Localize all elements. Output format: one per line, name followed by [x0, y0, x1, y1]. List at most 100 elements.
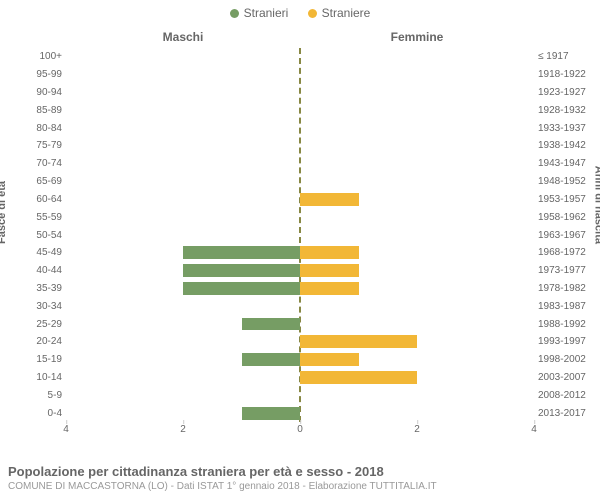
chart-container: Stranieri Straniere Maschi Femmine Fasce… [0, 0, 600, 500]
bar-row [66, 191, 534, 209]
bar-row [66, 280, 534, 298]
y-left-label: 100+ [6, 48, 62, 66]
bar-row [66, 155, 534, 173]
bar-row [66, 173, 534, 191]
bar-female [300, 193, 359, 206]
y-right-label: 1928-1932 [538, 101, 594, 119]
y-left-label: 15-19 [6, 351, 62, 369]
y-left-label: 0-4 [6, 404, 62, 422]
chart-title: Popolazione per cittadinanza straniera p… [8, 464, 592, 479]
bar-female [300, 371, 417, 384]
chart-subtitle: COMUNE DI MACCASTORNA (LO) - Dati ISTAT … [8, 481, 592, 492]
y-right-label: 1948-1952 [538, 173, 594, 191]
bar-row [66, 333, 534, 351]
x-tick: 2 [180, 424, 186, 435]
legend-swatch-male [230, 9, 239, 18]
y-left-label: 70-74 [6, 155, 62, 173]
legend-label: Straniere [322, 6, 371, 20]
column-header-left: Maschi [66, 30, 300, 48]
y-left-label: 40-44 [6, 262, 62, 280]
bar-row [66, 84, 534, 102]
bar-male [242, 318, 301, 331]
legend-label: Stranieri [244, 6, 289, 20]
bar-female [300, 264, 359, 277]
plot-area [66, 48, 534, 422]
y-right-label: 1953-1957 [538, 191, 594, 209]
y-right-label: 1968-1972 [538, 244, 594, 262]
x-tick: 2 [414, 424, 420, 435]
bar-female [300, 353, 359, 366]
y-right-label: 1963-1967 [538, 226, 594, 244]
bar-male [183, 246, 300, 259]
y-right-label: 1938-1942 [538, 137, 594, 155]
y-left-label: 30-34 [6, 297, 62, 315]
y-left-label: 25-29 [6, 315, 62, 333]
legend-item-stranieri: Stranieri [230, 6, 289, 20]
x-tick: 4 [63, 424, 69, 435]
bar-row [66, 244, 534, 262]
y-right-label: 1988-1992 [538, 315, 594, 333]
x-tick: 0 [297, 424, 303, 435]
x-tick: 4 [531, 424, 537, 435]
y-right-label: 1943-1947 [538, 155, 594, 173]
bar-male [242, 353, 301, 366]
y-left-label: 35-39 [6, 280, 62, 298]
y-right-label: 1918-1922 [538, 66, 594, 84]
y-left-label: 20-24 [6, 333, 62, 351]
y-right-label: 2008-2012 [538, 386, 594, 404]
bar-row [66, 119, 534, 137]
y-right-label: ≤ 1917 [538, 48, 594, 66]
y-left-label: 90-94 [6, 84, 62, 102]
bar-row [66, 315, 534, 333]
y-right-label: 1973-1977 [538, 262, 594, 280]
y-left-label: 75-79 [6, 137, 62, 155]
y-left-label: 45-49 [6, 244, 62, 262]
legend-item-straniere: Straniere [308, 6, 371, 20]
y-right-label: 1923-1927 [538, 84, 594, 102]
y-right-label: 1978-1982 [538, 280, 594, 298]
y-left-label: 65-69 [6, 173, 62, 191]
bar-male [183, 282, 300, 295]
y-right-label: 1958-1962 [538, 208, 594, 226]
bar-row [66, 66, 534, 84]
legend: Stranieri Straniere [0, 0, 600, 28]
bar-row [66, 386, 534, 404]
column-headers: Maschi Femmine [66, 30, 534, 48]
bar-female [300, 246, 359, 259]
bar-male [242, 407, 301, 420]
bar-row [66, 351, 534, 369]
bar-row [66, 297, 534, 315]
y-axis-left: 100+95-9990-9485-8980-8475-7970-7465-696… [6, 48, 62, 422]
x-axis-ticks: 4 2 0 2 4 [66, 424, 534, 440]
bar-row [66, 101, 534, 119]
plot-outer: Fasce di età Anni di nascita 100+95-9990… [0, 48, 600, 440]
bar-rows [66, 48, 534, 422]
bar-row [66, 369, 534, 387]
legend-swatch-female [308, 9, 317, 18]
y-right-label: 2003-2007 [538, 369, 594, 387]
y-right-label: 2013-2017 [538, 404, 594, 422]
column-header-right: Femmine [300, 30, 534, 48]
bar-row [66, 137, 534, 155]
y-left-label: 85-89 [6, 101, 62, 119]
y-axis-right: ≤ 19171918-19221923-19271928-19321933-19… [538, 48, 594, 422]
y-right-label: 1993-1997 [538, 333, 594, 351]
bar-female [300, 282, 359, 295]
y-left-label: 80-84 [6, 119, 62, 137]
bar-row [66, 208, 534, 226]
y-left-label: 5-9 [6, 386, 62, 404]
y-right-label: 1998-2002 [538, 351, 594, 369]
bar-row [66, 48, 534, 66]
y-left-label: 60-64 [6, 191, 62, 209]
chart-footer: Popolazione per cittadinanza straniera p… [8, 464, 592, 492]
y-right-label: 1933-1937 [538, 119, 594, 137]
y-left-label: 10-14 [6, 369, 62, 387]
bar-female [300, 335, 417, 348]
y-right-label: 1983-1987 [538, 297, 594, 315]
bar-row [66, 226, 534, 244]
y-left-label: 50-54 [6, 226, 62, 244]
y-left-label: 55-59 [6, 208, 62, 226]
bar-male [183, 264, 300, 277]
bar-row [66, 262, 534, 280]
y-left-label: 95-99 [6, 66, 62, 84]
